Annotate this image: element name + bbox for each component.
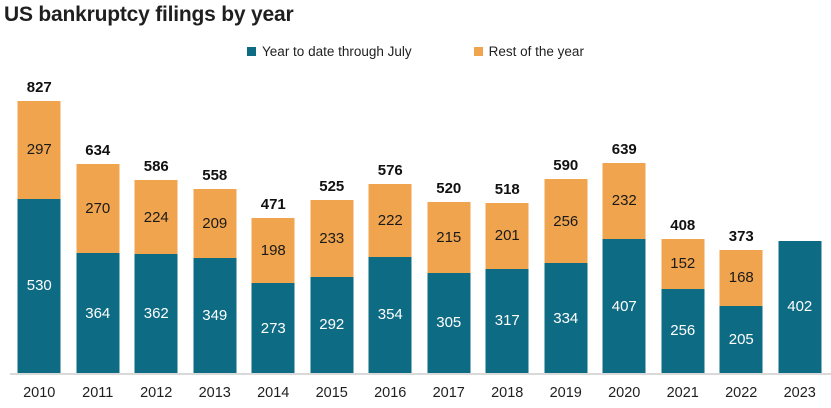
page-title: US bankruptcy filings by year xyxy=(4,3,294,26)
segment-rest-of-year: 297 xyxy=(17,101,61,199)
segment-ytd-through-july: 364 xyxy=(76,253,120,373)
stacked-bar: 520 215 305 xyxy=(427,180,471,373)
rest-swatch-icon xyxy=(473,47,483,56)
year-label: 2011 xyxy=(82,385,114,401)
stacked-bar: 639 232 407 xyxy=(602,141,646,373)
ytd-swatch-icon xyxy=(247,47,257,56)
year-label: 2016 xyxy=(374,385,407,401)
segment-ytd-through-july: 317 xyxy=(485,268,529,373)
bar-column-2013: 558 209 349 2013 xyxy=(186,75,245,408)
segment-rest-of-year: 256 xyxy=(544,178,588,264)
year-label: 2022 xyxy=(725,385,758,401)
segment-rest-of-year: 224 xyxy=(134,180,178,254)
bar-column-2023: 402 2023 xyxy=(771,75,830,408)
year-label: 2020 xyxy=(608,385,641,401)
total-label: 520 xyxy=(436,179,462,197)
segment-rest-of-year: 198 xyxy=(251,218,295,284)
stacked-bar: 471 198 273 xyxy=(251,196,295,373)
legend-item-rest: Rest of the year xyxy=(473,44,584,59)
total-label: 634 xyxy=(85,142,111,160)
legend: Year to date through July Rest of the ye… xyxy=(0,44,831,59)
bar-column-2020: 639 232 407 2020 xyxy=(595,75,654,408)
segment-rest-of-year: 168 xyxy=(719,250,763,306)
segment-ytd-through-july: 402 xyxy=(778,240,822,373)
total-label: 373 xyxy=(728,228,754,246)
bar-column-2015: 525 233 292 2015 xyxy=(303,75,362,408)
total-label: 558 xyxy=(202,167,228,185)
bar-column-2019: 590 256 334 2019 xyxy=(537,75,596,408)
stacked-bar: 576 222 354 xyxy=(368,162,412,373)
bar-column-2011: 634 270 364 2011 xyxy=(69,75,128,408)
stacked-bar: 402 xyxy=(778,240,822,373)
year-label: 2018 xyxy=(491,385,524,401)
legend-label-rest: Rest of the year xyxy=(488,44,584,59)
stacked-bar: 634 270 364 xyxy=(76,142,120,373)
stacked-bar: 590 256 334 xyxy=(544,157,588,373)
total-label: 408 xyxy=(670,216,696,234)
segment-rest-of-year: 209 xyxy=(193,189,237,259)
total-label: 639 xyxy=(611,140,637,158)
bar-column-2014: 471 198 273 2014 xyxy=(244,75,303,408)
total-label: 525 xyxy=(319,178,345,196)
bar-chart: 827 297 530 2010 634 270 364 2011 586 224 362 2012 5… xyxy=(10,75,831,408)
segment-rest-of-year: 232 xyxy=(602,162,646,240)
stacked-bar: 827 297 530 xyxy=(17,79,61,373)
x-axis-line xyxy=(10,373,831,375)
total-label: 471 xyxy=(260,196,286,214)
year-label: 2014 xyxy=(257,385,290,401)
stacked-bar: 518 201 317 xyxy=(485,181,529,373)
segment-rest-of-year: 152 xyxy=(661,238,705,289)
year-label: 2010 xyxy=(23,385,56,401)
segment-ytd-through-july: 530 xyxy=(17,198,61,373)
segment-ytd-through-july: 292 xyxy=(310,276,354,373)
total-label: 586 xyxy=(143,158,169,176)
legend-item-ytd: Year to date through July xyxy=(247,44,412,59)
bar-columns: 827 297 530 2010 634 270 364 2011 586 224 362 2012 5… xyxy=(10,75,829,408)
segment-rest-of-year: 201 xyxy=(485,202,529,269)
segment-ytd-through-july: 273 xyxy=(251,283,295,373)
total-label: 590 xyxy=(553,156,579,174)
stacked-bar: 586 224 362 xyxy=(134,158,178,373)
bar-column-2018: 518 201 317 2018 xyxy=(478,75,537,408)
year-label: 2017 xyxy=(432,385,465,401)
segment-rest-of-year: 215 xyxy=(427,201,471,273)
year-label: 2023 xyxy=(783,385,816,401)
year-label: 2015 xyxy=(315,385,348,401)
segment-ytd-through-july: 205 xyxy=(719,305,763,373)
segment-rest-of-year: 222 xyxy=(368,183,412,257)
year-label: 2012 xyxy=(140,385,173,401)
total-label: 576 xyxy=(377,161,403,179)
legend-label-ytd: Year to date through July xyxy=(262,44,412,59)
year-label: 2019 xyxy=(549,385,582,401)
stacked-bar: 408 152 256 xyxy=(661,217,705,373)
bar-column-2017: 520 215 305 2017 xyxy=(420,75,479,408)
stacked-bar: 525 233 292 xyxy=(310,178,354,373)
bar-column-2012: 586 224 362 2012 xyxy=(127,75,186,408)
segment-ytd-through-july: 349 xyxy=(193,258,237,373)
stacked-bar: 373 168 205 xyxy=(719,228,763,373)
bar-column-2022: 373 168 205 2022 xyxy=(712,75,771,408)
year-label: 2013 xyxy=(198,385,231,401)
segment-ytd-through-july: 407 xyxy=(602,239,646,373)
bar-column-2021: 408 152 256 2021 xyxy=(654,75,713,408)
total-label: 518 xyxy=(494,180,520,198)
bar-column-2016: 576 222 354 2016 xyxy=(361,75,420,408)
total-label: 827 xyxy=(26,79,52,97)
segment-rest-of-year: 233 xyxy=(310,200,354,277)
year-label: 2021 xyxy=(666,385,699,401)
segment-ytd-through-july: 362 xyxy=(134,253,178,373)
bar-column-2010: 827 297 530 2010 xyxy=(10,75,69,408)
segment-rest-of-year: 270 xyxy=(76,164,120,254)
stacked-bar: 558 209 349 xyxy=(193,167,237,373)
segment-ytd-through-july: 334 xyxy=(544,263,588,373)
segment-ytd-through-july: 305 xyxy=(427,272,471,373)
segment-ytd-through-july: 256 xyxy=(661,288,705,373)
segment-ytd-through-july: 354 xyxy=(368,256,412,373)
